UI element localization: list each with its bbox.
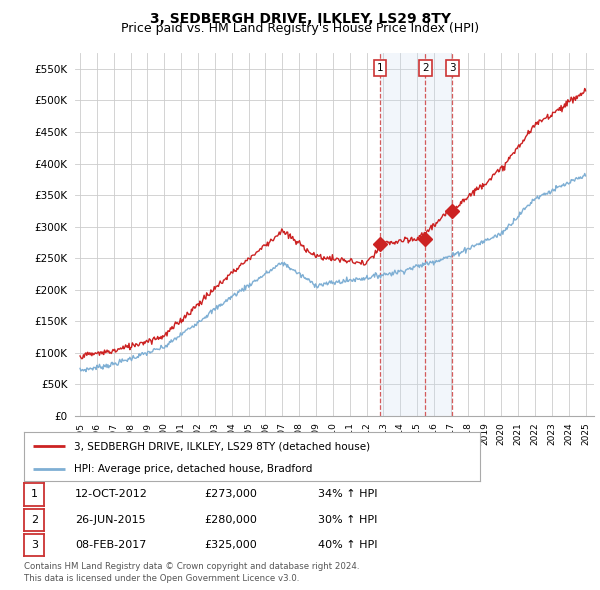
Text: Contains HM Land Registry data © Crown copyright and database right 2024.
This d: Contains HM Land Registry data © Crown c… bbox=[24, 562, 359, 583]
Text: 30% ↑ HPI: 30% ↑ HPI bbox=[318, 515, 377, 525]
Text: 3, SEDBERGH DRIVE, ILKLEY, LS29 8TY: 3, SEDBERGH DRIVE, ILKLEY, LS29 8TY bbox=[149, 12, 451, 26]
Text: 26-JUN-2015: 26-JUN-2015 bbox=[75, 515, 146, 525]
Text: 40% ↑ HPI: 40% ↑ HPI bbox=[318, 540, 377, 550]
Text: 2: 2 bbox=[31, 515, 38, 525]
Text: 1: 1 bbox=[377, 63, 383, 73]
Text: HPI: Average price, detached house, Bradford: HPI: Average price, detached house, Brad… bbox=[74, 464, 313, 474]
Text: 34% ↑ HPI: 34% ↑ HPI bbox=[318, 490, 377, 499]
Text: 3, SEDBERGH DRIVE, ILKLEY, LS29 8TY (detached house): 3, SEDBERGH DRIVE, ILKLEY, LS29 8TY (det… bbox=[74, 441, 370, 451]
Text: £273,000: £273,000 bbox=[204, 490, 257, 499]
Text: 1: 1 bbox=[31, 490, 38, 499]
Text: £280,000: £280,000 bbox=[204, 515, 257, 525]
Bar bbox=[380, 53, 425, 416]
Text: 2: 2 bbox=[422, 63, 428, 73]
Text: 08-FEB-2017: 08-FEB-2017 bbox=[75, 540, 146, 550]
Bar bbox=[425, 53, 452, 416]
Text: 3: 3 bbox=[31, 540, 38, 550]
Text: 12-OCT-2012: 12-OCT-2012 bbox=[75, 490, 148, 499]
Text: 3: 3 bbox=[449, 63, 456, 73]
Text: £325,000: £325,000 bbox=[204, 540, 257, 550]
Text: Price paid vs. HM Land Registry's House Price Index (HPI): Price paid vs. HM Land Registry's House … bbox=[121, 22, 479, 35]
